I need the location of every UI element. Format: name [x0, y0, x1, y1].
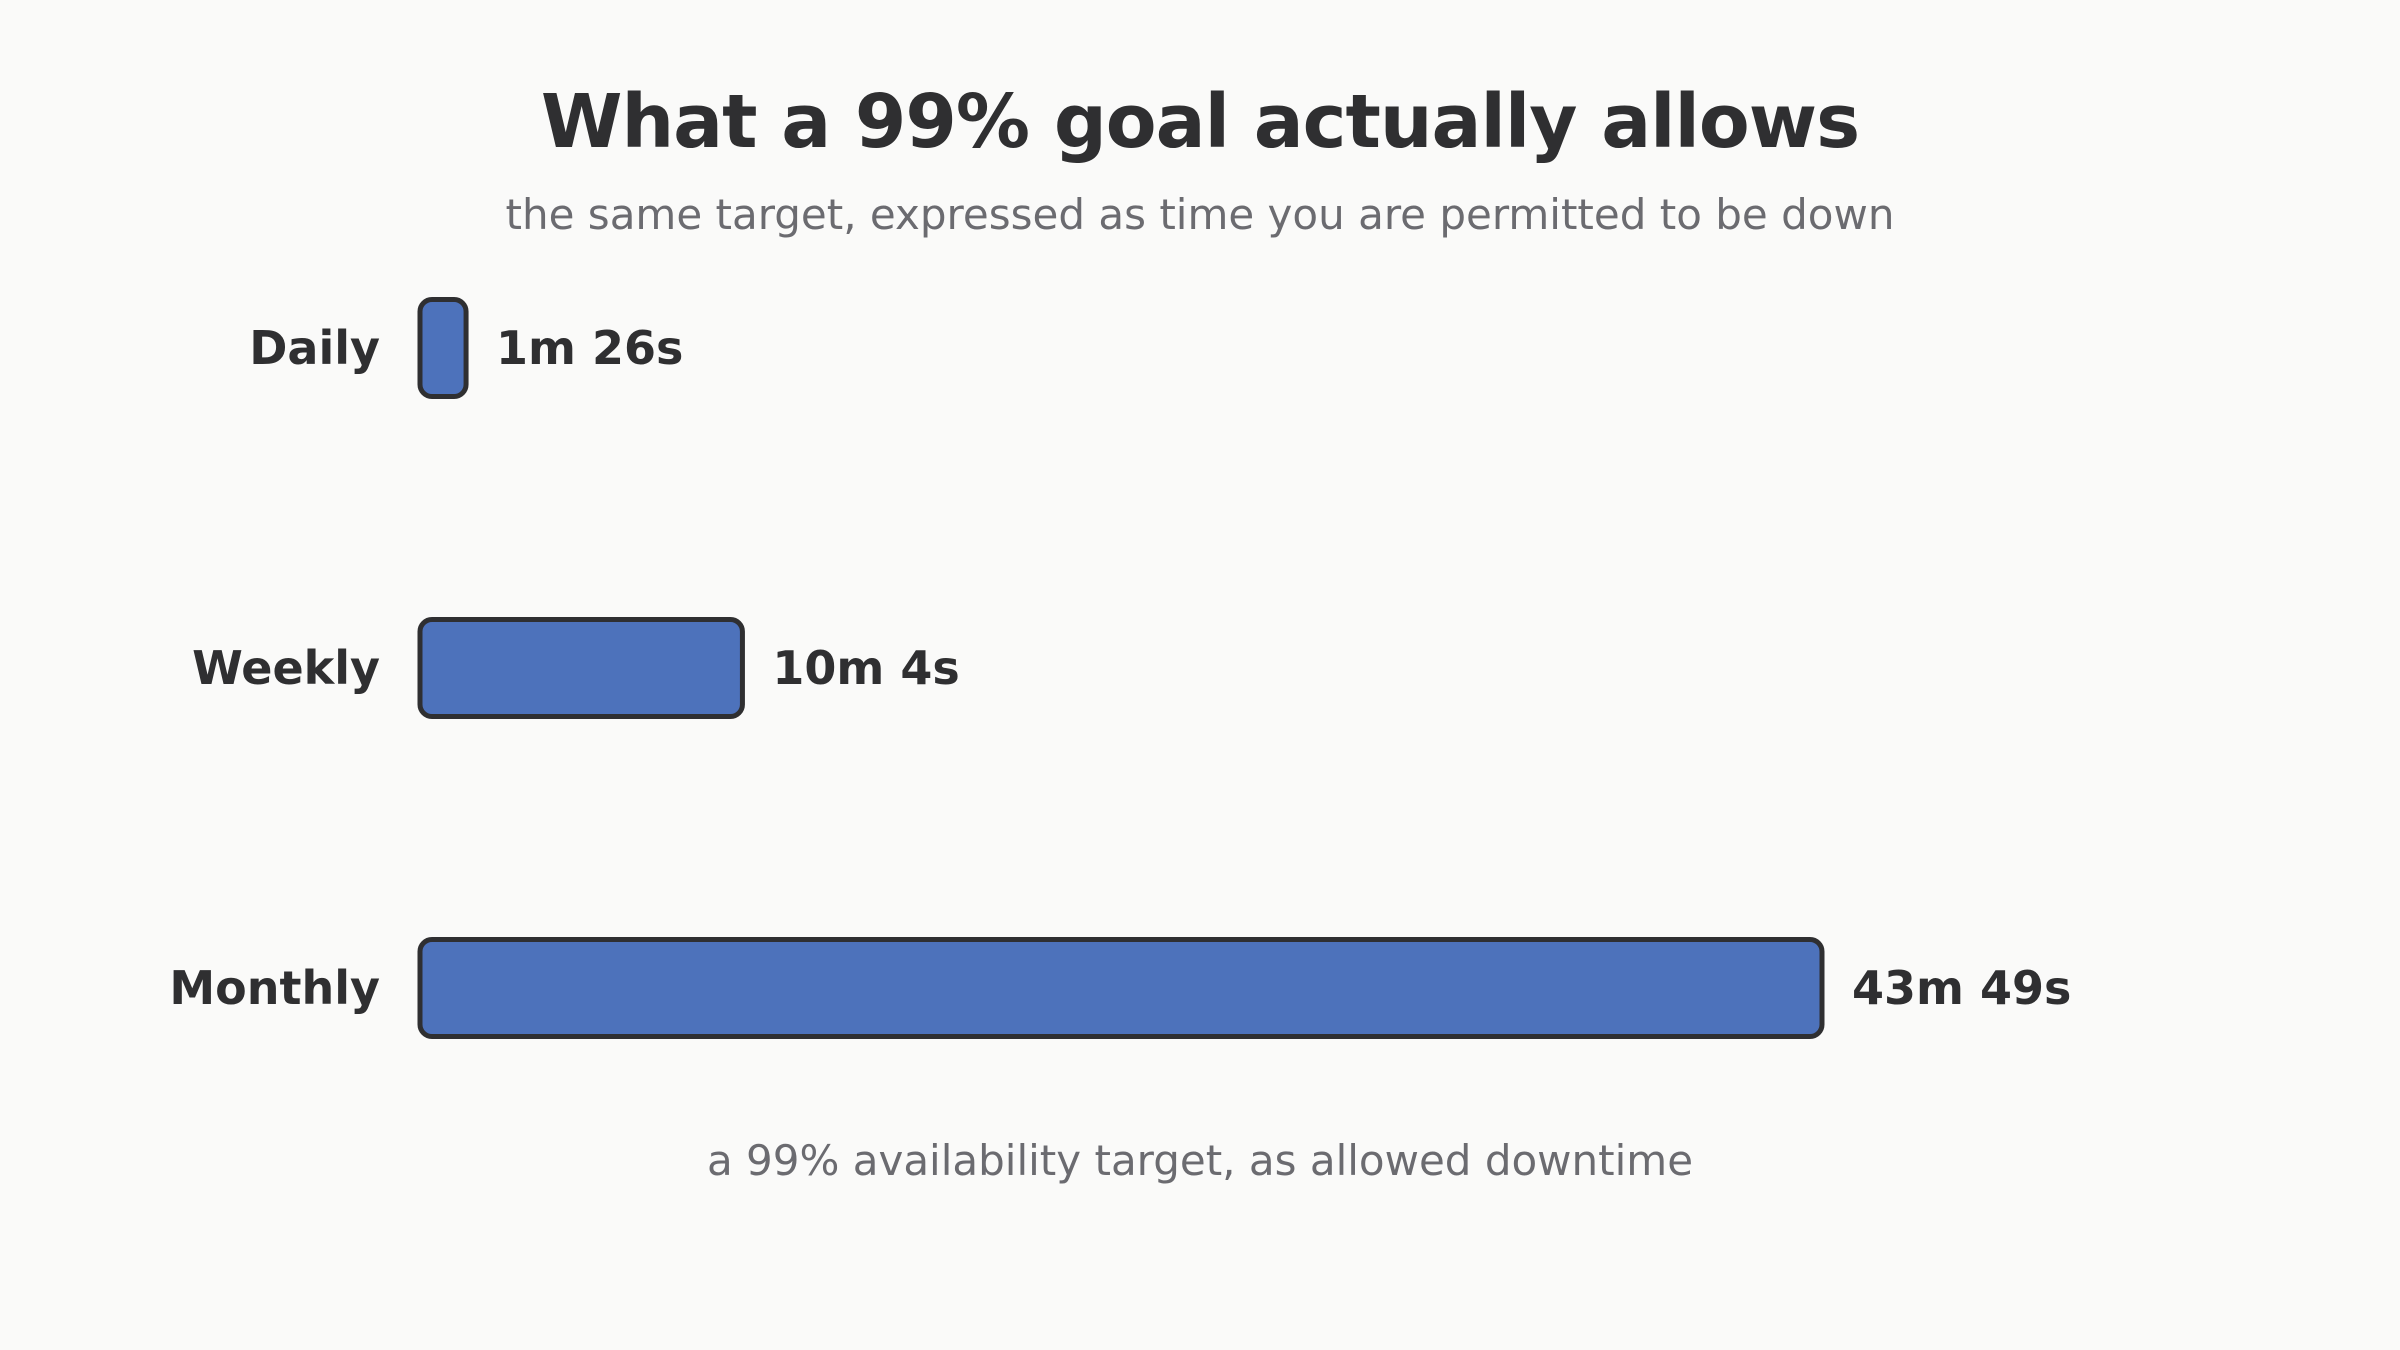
category-label-monthly: Monthly — [169, 961, 380, 1015]
value-label-daily: 1m 26s — [496, 321, 683, 375]
chart-caption: a 99% availability target, as allowed do… — [706, 1136, 1694, 1185]
bar-monthly — [417, 937, 1825, 1039]
category-label-daily: Daily — [249, 321, 380, 375]
value-label-monthly: 43m 49s — [1852, 961, 2071, 1015]
bar-weekly — [417, 617, 745, 719]
value-label-weekly: 10m 4s — [772, 641, 959, 695]
bars-group: Daily 1m 26s Weekly 10m 4s Monthly 43m 49s — [169, 297, 2071, 1039]
chart-title: What a 99% goal actually allows — [540, 79, 1860, 165]
chart-subtitle: the same target, expressed as time you a… — [505, 190, 1895, 239]
bar-daily — [417, 297, 469, 399]
category-label-weekly: Weekly — [192, 641, 380, 695]
